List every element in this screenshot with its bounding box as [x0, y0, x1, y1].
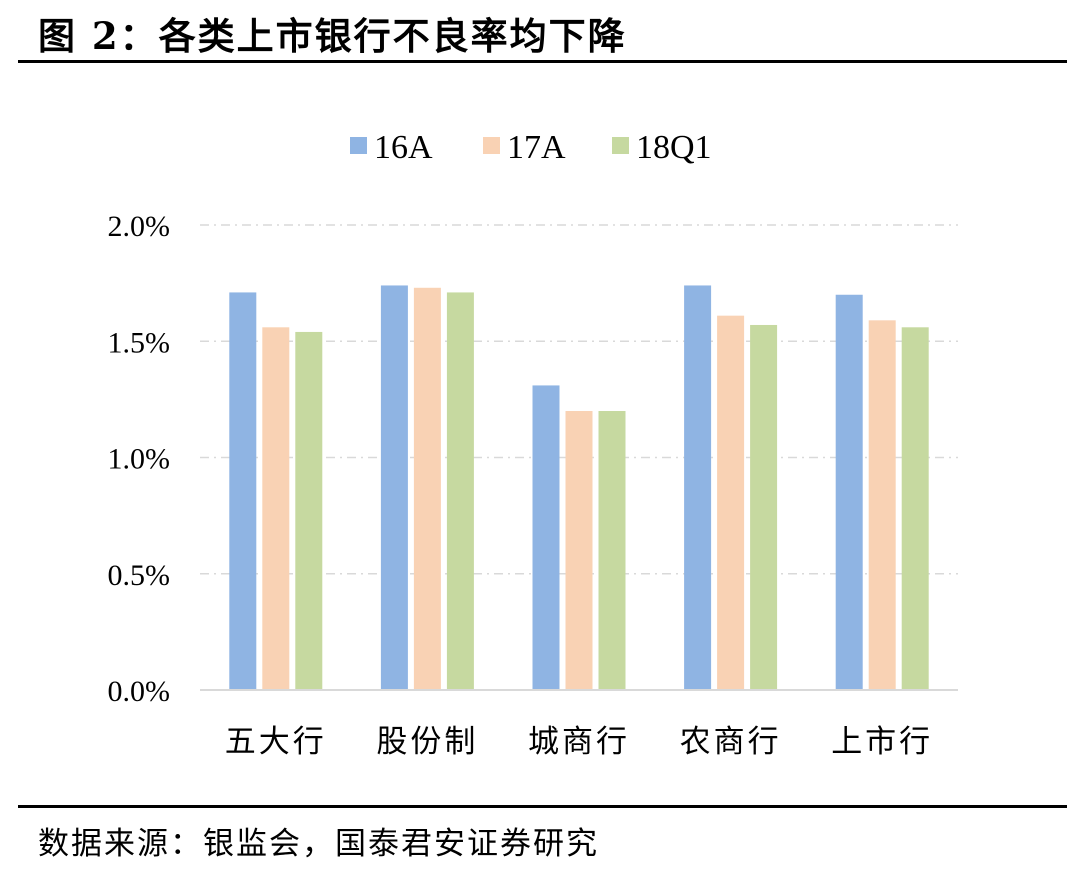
bottom-rule — [18, 805, 1067, 808]
y-tick-label: 2.0% — [108, 210, 171, 243]
bars — [229, 285, 929, 690]
y-tick-label: 1.5% — [108, 326, 171, 359]
legend-swatch — [483, 137, 500, 154]
figure-title: 图 2：各类上市银行不良率均下降 — [38, 14, 627, 58]
bar-17a — [565, 411, 593, 690]
x-tick-label: 股份制 — [376, 724, 478, 760]
bar-17a — [413, 287, 441, 690]
chart-legend: 16A 17A 18Q1 — [350, 129, 712, 166]
bar-18q1 — [446, 292, 474, 690]
legend-label: 16A — [374, 129, 433, 166]
bar-17a — [262, 327, 290, 690]
bar-18q1 — [901, 327, 929, 690]
y-axis-ticks: 0.0% 0.5% 1.0% 1.5% 2.0% — [108, 210, 171, 708]
bar-18q1 — [598, 411, 626, 690]
x-tick-label: 五大行 — [225, 724, 327, 760]
bar-16a — [229, 292, 257, 690]
x-tick-label: 上市行 — [831, 724, 933, 760]
bar-16a — [380, 285, 408, 690]
bar-16a — [684, 285, 712, 690]
legend-swatch — [350, 137, 367, 154]
y-tick-label: 0.5% — [108, 559, 171, 592]
bar-16a — [532, 385, 560, 690]
bar-16a — [835, 294, 863, 690]
x-tick-label: 农商行 — [680, 724, 782, 760]
source-note: 数据来源：银监会，国泰君安证券研究 — [38, 826, 599, 862]
legend-label: 18Q1 — [636, 129, 712, 166]
bar-chart: 16A 17A 18Q1 0.0% 0.5% 1.0% 1.5% 2.0% 五大行 股份制 城商… — [108, 129, 958, 760]
top-rule — [18, 60, 1067, 63]
bar-17a — [717, 315, 745, 690]
bar-18q1 — [750, 324, 778, 690]
bar-18q1 — [295, 331, 323, 690]
legend-label: 17A — [507, 129, 566, 166]
bar-17a — [868, 320, 896, 690]
legend-swatch — [612, 137, 629, 154]
y-tick-label: 0.0% — [108, 675, 171, 708]
x-tick-label: 城商行 — [528, 724, 630, 760]
x-axis-ticks: 五大行 股份制 城商行 农商行 上市行 — [225, 724, 933, 760]
y-tick-label: 1.0% — [108, 443, 171, 476]
